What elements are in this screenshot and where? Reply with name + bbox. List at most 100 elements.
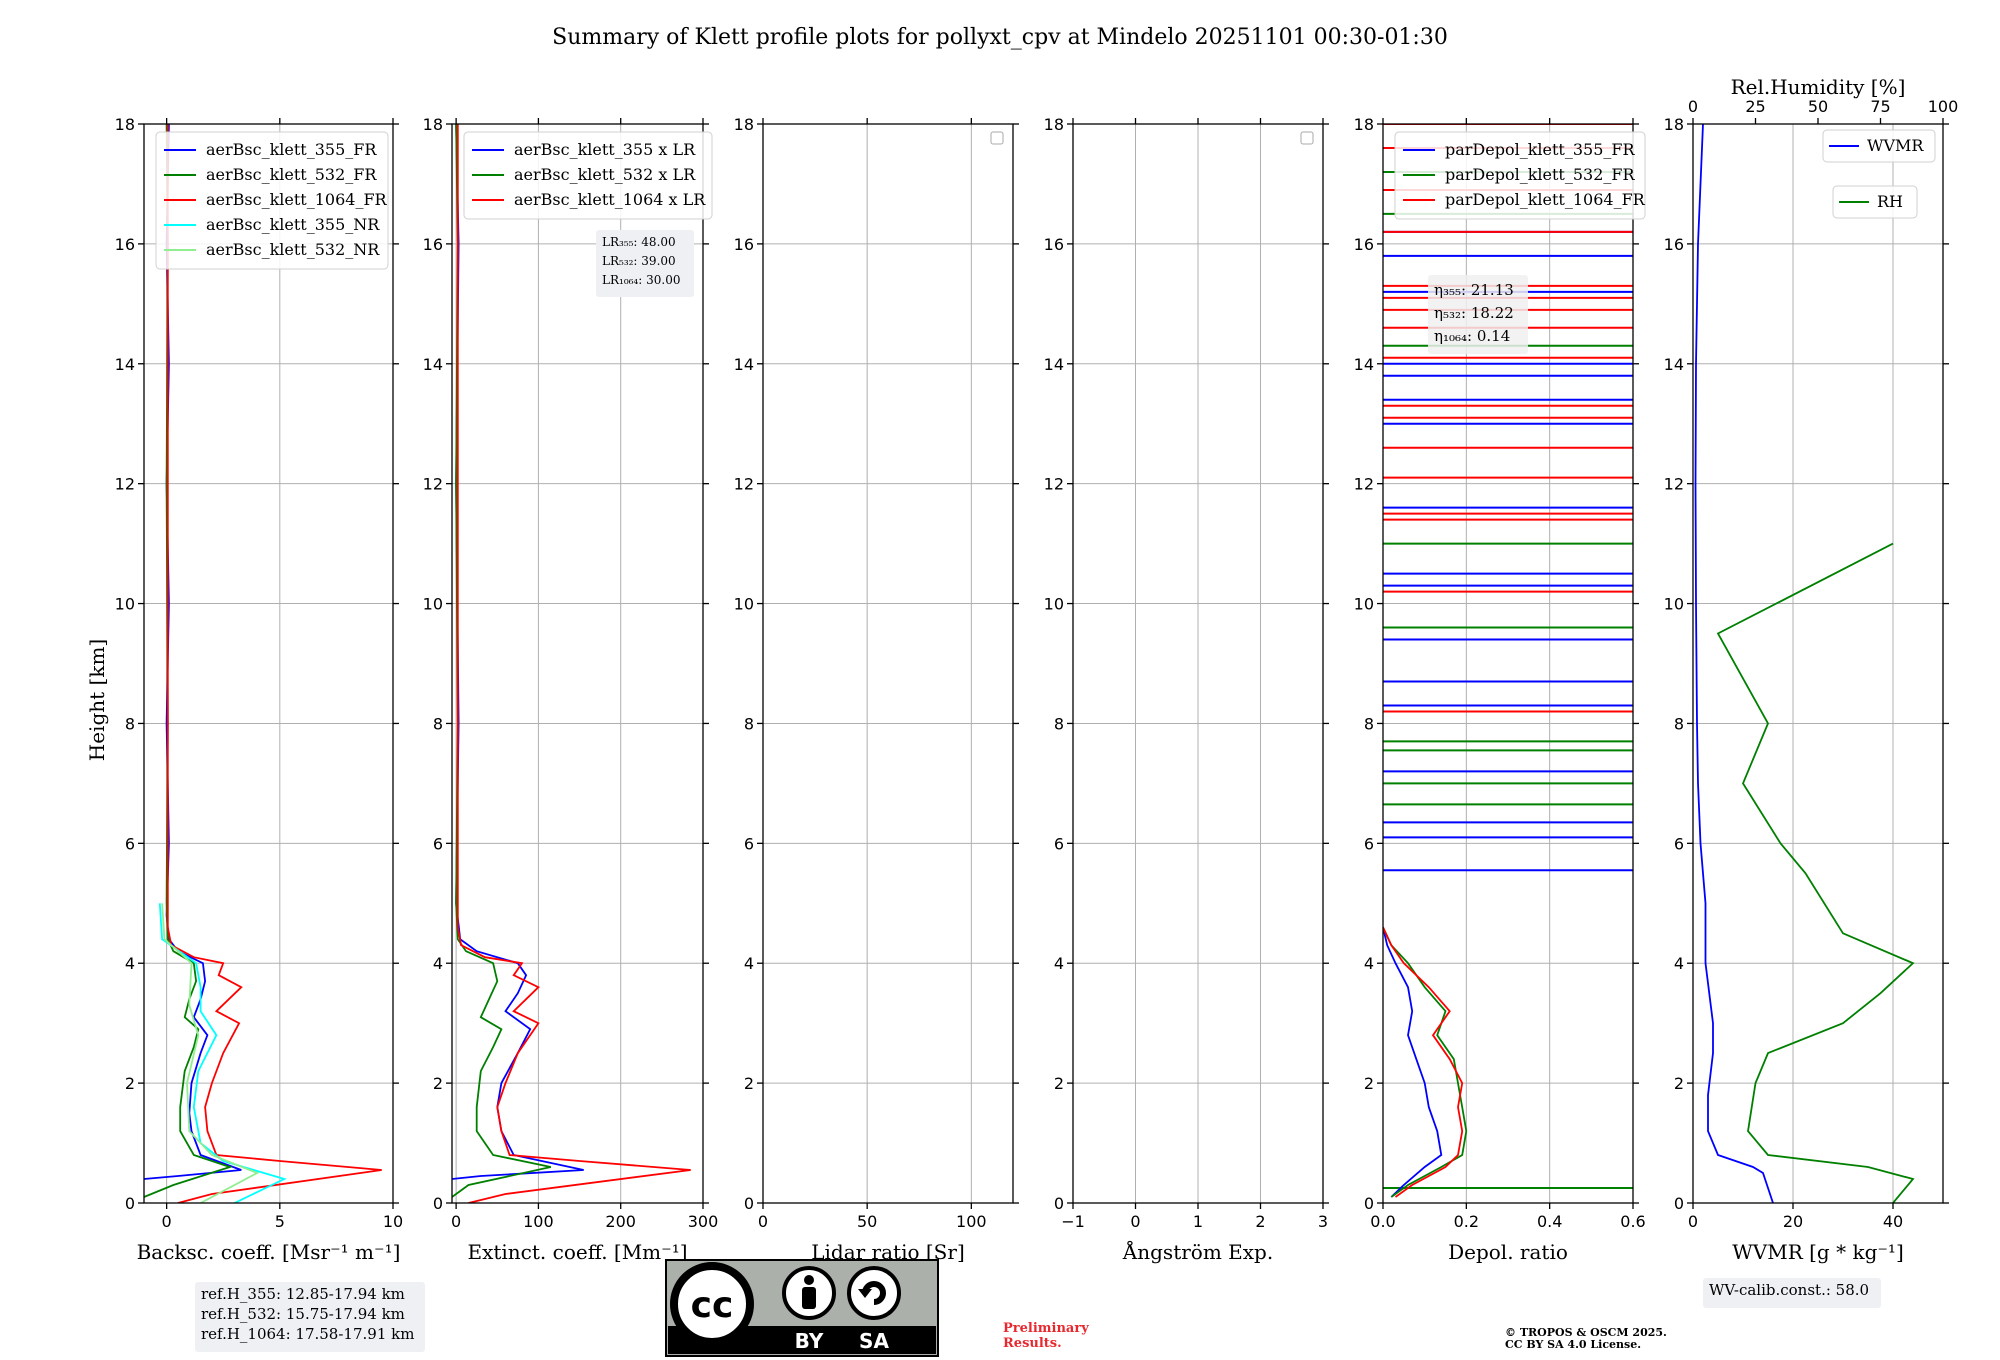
annotation-line-0: ref.H_355: 12.85-17.94 km [201,1285,405,1303]
y-tick-label-2: 4 [1054,954,1064,973]
y-tick-label-4: 8 [1364,714,1374,733]
y-tick-label-8: 16 [1664,235,1684,254]
figure-title: Summary of Klett profile plots for polly… [552,25,1448,50]
top-x-tick-label-2: 50 [1808,97,1828,116]
x-tick-label-4: 3 [1318,1212,1328,1231]
legend-label-1: parDepol_klett_532_FR [1445,165,1636,184]
series-line-aerBsc_klett_532_FR [144,124,233,1198]
series-group [452,124,691,1203]
y-tick-label-2: 4 [433,954,443,973]
copyright-line-2: CC BY SA 4.0 License. [1505,1338,1641,1351]
annotation-line-2: LR₁₀₆₄: 30.00 [602,273,680,287]
empty-legend-icon [1300,131,1314,145]
y-tick-label-4: 8 [433,714,443,733]
y-tick-label-5: 10 [423,595,443,614]
x-tick-label-1: 100 [523,1212,554,1231]
panel-5: 0 2 4 6 8 10 12 14 16 18 0.0 0.2 0.4 0.6 Depol. ratio p… [1354,115,1646,1264]
annotation-line-1: ref.H_532: 15.75-17.94 km [201,1305,405,1323]
x-axis-label: Ångström Exp. [1122,1239,1273,1264]
y-tick-label-1: 2 [1054,1074,1064,1093]
y-tick-label-5: 10 [115,595,135,614]
cc-logo-icon [670,1262,754,1346]
y-tick-label-0: 0 [1364,1194,1374,1213]
y-tick-label-0: 0 [1674,1194,1684,1213]
legend-label-2: parDepol_klett_1064_FR [1445,190,1646,209]
y-tick-label-6: 12 [423,475,443,494]
x-tick-label-2: 200 [605,1212,636,1231]
legend-box-1 [1832,185,1918,219]
series-line-aerBsc_klett_532_NR [161,903,260,1203]
y-tick-label-3: 6 [1054,834,1064,853]
x-tick-label-2: 1 [1193,1212,1203,1231]
legend-box [1394,131,1646,220]
legend-label-1: aerBsc_klett_532_FR [206,165,377,184]
legend-label-0: parDepol_klett_355_FR [1445,140,1636,159]
x-tick-label-2: 40 [1883,1212,1903,1231]
legend-label-0: aerBsc_klett_355 x LR [514,140,696,159]
annotation-line-0: η₃₅₅: 21.13 [1434,281,1514,299]
x-tick-label-2: 0.4 [1537,1212,1562,1231]
annotation-box [596,230,694,297]
legend-label-2: aerBsc_klett_1064_FR [206,190,388,209]
series-line-532 [1383,926,1468,1198]
legend-label-4: aerBsc_klett_532_NR [206,240,380,259]
x-tick-label-0: 0 [1688,1212,1698,1231]
y-tick-label-9: 18 [1664,115,1684,134]
top-x-tick-label-4: 100 [1928,97,1959,116]
y-tick-label-6: 12 [734,475,754,494]
y-tick-label-7: 14 [1664,355,1684,374]
y-tick-label-5: 10 [734,595,754,614]
y-tick-label-7: 14 [1354,355,1374,374]
y-tick-label-4: 8 [1674,714,1684,733]
legend-label-1: RH [1877,192,1903,211]
series-line-532 [452,124,551,1198]
annotation-line-2: ref.H_1064: 17.58-17.91 km [201,1325,414,1343]
y-tick-label-6: 12 [1664,475,1684,494]
series-group [1694,124,1915,1203]
preliminary-line-2: Results. [1003,1336,1062,1351]
y-tick-label-9: 18 [1354,115,1374,134]
x-tick-label-0: 0 [758,1212,768,1231]
x-tick-label-0: −1 [1061,1212,1085,1231]
y-tick-label-8: 16 [734,235,754,254]
y-tick-label-7: 14 [1044,355,1064,374]
y-tick-label-9: 18 [115,115,135,134]
y-tick-label-3: 6 [125,834,135,853]
y-tick-label-8: 16 [115,235,135,254]
y-tick-label-9: 18 [1044,115,1064,134]
y-tick-label-9: 18 [423,115,443,134]
y-tick-label-4: 8 [125,714,135,733]
x-tick-label-2: 10 [383,1212,403,1231]
y-tick-label-2: 4 [744,954,754,973]
series-line-1064 [1383,926,1464,1198]
x-tick-label-0: 0 [162,1212,172,1231]
y-axis-label: Height [km] [85,639,109,761]
annotation-line-0: WV-calib.const.: 58.0 [1709,1281,1869,1299]
y-tick-label-5: 10 [1664,595,1684,614]
y-tick-label-3: 6 [433,834,443,853]
y-tick-label-3: 6 [1364,834,1374,853]
series-line-WVMR [1694,124,1774,1203]
x-tick-label-0: 0 [451,1212,461,1231]
series-line-355 [452,124,584,1180]
y-tick-label-6: 12 [1354,475,1374,494]
x-tick-label-1: 5 [275,1212,285,1231]
cc-sa-label: SA [859,1329,889,1353]
panel-1: 0 2 4 6 8 10 12 14 16 18 0 5 10 Backsc. coeff. [Msr⁻¹… [115,115,425,1352]
preliminary-line-1: Preliminary [1003,1321,1089,1336]
y-tick-label-7: 14 [734,355,754,374]
axes-frame [1692,123,1944,1204]
y-tick-label-9: 18 [734,115,754,134]
y-tick-label-0: 0 [125,1194,135,1213]
copyright-line-1: © TROPOS & OSCM 2025. [1505,1326,1667,1339]
y-tick-label-6: 12 [115,475,135,494]
axes-frame [451,123,704,1204]
cc-license-badge[interactable]: cc BY SA [665,1259,939,1357]
series-line-355 [1383,927,1443,1198]
axes-frame [762,123,1014,1204]
